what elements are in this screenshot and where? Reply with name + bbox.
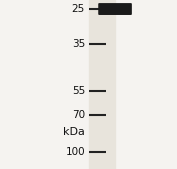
Text: 25: 25 — [72, 4, 85, 14]
Bar — [88, 0, 115, 169]
Text: kDa: kDa — [63, 127, 85, 137]
FancyBboxPatch shape — [98, 3, 132, 15]
Text: 55: 55 — [72, 86, 85, 95]
Text: 70: 70 — [72, 111, 85, 120]
Text: 35: 35 — [72, 39, 85, 49]
Text: 100: 100 — [65, 147, 85, 157]
